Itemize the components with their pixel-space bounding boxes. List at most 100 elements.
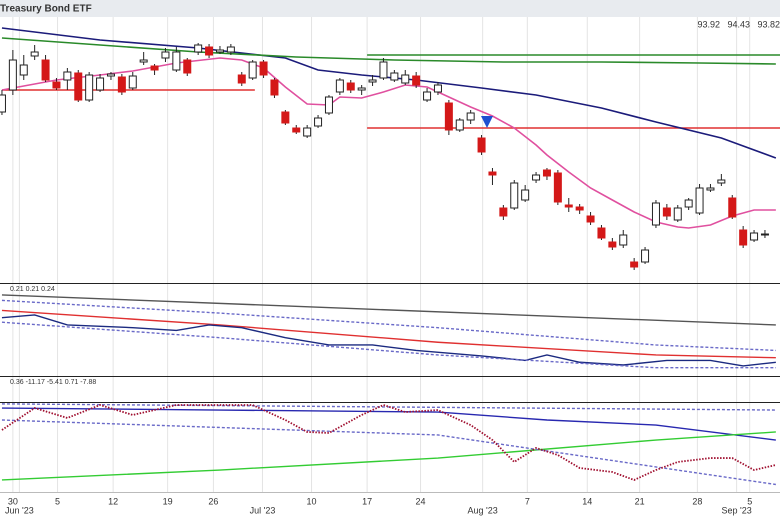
candle-body <box>499 207 508 217</box>
series-line <box>1 404 777 481</box>
candle-body <box>706 187 715 191</box>
candle-body <box>183 59 192 74</box>
candle-body <box>390 72 399 81</box>
x-month-label: Jul '23 <box>250 505 276 515</box>
candle-body <box>117 76 126 93</box>
candle-body <box>0 94 6 113</box>
candle-body <box>335 79 344 93</box>
candle-body <box>433 84 442 93</box>
candle-body <box>248 61 257 79</box>
candle-body <box>63 71 72 81</box>
candle-body <box>346 82 355 91</box>
candle-body <box>750 232 759 241</box>
candle-body <box>466 112 475 121</box>
candle-body <box>488 171 497 176</box>
candle-body <box>619 234 628 246</box>
chart-title: Treasury Bond ETF <box>0 4 92 15</box>
candle-body <box>281 111 290 124</box>
candle-body <box>401 74 410 84</box>
grid <box>12 17 751 492</box>
candle-body <box>74 72 83 101</box>
x-tick-label: 12 <box>108 496 118 506</box>
candle-body <box>270 79 279 96</box>
candle-body <box>379 61 388 79</box>
candle-body <box>303 127 312 137</box>
series-line <box>1 419 776 486</box>
x-month-label: Jun '23 <box>5 505 34 515</box>
header-bar <box>0 0 780 17</box>
candle-body <box>30 51 39 57</box>
candle-body <box>651 202 660 226</box>
series-line <box>1 27 777 159</box>
candle-body <box>728 197 737 218</box>
candle-body <box>292 127 301 133</box>
x-month-label: Aug '23 <box>468 505 498 515</box>
candle-body <box>172 51 181 71</box>
candle-body <box>52 81 61 89</box>
candle-body <box>553 172 562 203</box>
candle-body <box>717 179 726 184</box>
x-tick-label: 21 <box>635 496 645 506</box>
candle-body <box>521 189 530 201</box>
candle-body <box>564 204 573 208</box>
candle-body <box>608 241 617 248</box>
candle-body <box>96 77 105 91</box>
candle-body <box>760 233 769 236</box>
candle-body <box>85 74 94 101</box>
candle-body <box>455 119 464 131</box>
series-line <box>1 314 776 367</box>
x-month-label: Sep '23 <box>721 505 751 515</box>
candle-body <box>139 59 148 63</box>
candle-body <box>673 207 682 221</box>
candle-body <box>357 87 366 91</box>
series-line <box>1 321 776 369</box>
candle-body <box>510 182 519 209</box>
candle-body <box>205 46 214 56</box>
signal-marker <box>481 116 493 128</box>
candle-body <box>226 46 235 53</box>
candle-body <box>259 61 268 76</box>
x-tick-label: 5 <box>747 496 752 506</box>
header-value: 93.92 <box>697 19 720 29</box>
series-line <box>1 403 776 411</box>
header-value: 94.43 <box>727 19 750 29</box>
series-line <box>1 309 776 359</box>
candle-body <box>739 229 748 246</box>
candle-body <box>412 75 421 86</box>
candle-body <box>314 117 323 127</box>
series-line <box>1 407 776 441</box>
x-tick-label: 19 <box>163 496 173 506</box>
candle-body <box>542 169 551 177</box>
x-tick-label: 26 <box>208 496 218 506</box>
header-value: 93.82 <box>757 19 780 29</box>
plot <box>0 27 780 486</box>
candle-body <box>695 187 704 214</box>
candle-body <box>161 51 170 59</box>
series-line <box>1 431 776 481</box>
x-tick-label: 17 <box>362 496 372 506</box>
candle-body <box>106 73 115 77</box>
candle-body <box>684 199 693 208</box>
pane-label: 0.21 0.21 0.24 <box>10 286 55 293</box>
x-tick-label: 10 <box>307 496 317 506</box>
candle-body <box>662 207 671 217</box>
candle-body <box>128 75 137 89</box>
candle-body <box>41 59 50 81</box>
candle-body <box>444 102 453 131</box>
candle-body <box>150 65 159 71</box>
x-tick-label: 7 <box>525 496 530 506</box>
x-tick-label: 28 <box>692 496 702 506</box>
candle-body <box>194 44 203 53</box>
candle-body <box>641 249 650 263</box>
candle-body <box>215 49 224 53</box>
candle-body <box>423 91 432 101</box>
candle-body <box>324 96 333 114</box>
x-tick-label: 30 <box>8 496 18 506</box>
candle-body <box>19 64 28 76</box>
x-tick-label: 5 <box>55 496 60 506</box>
candle-body <box>575 206 584 211</box>
candle-body <box>8 59 17 91</box>
candle-body <box>477 137 486 153</box>
candle-body <box>630 261 639 268</box>
